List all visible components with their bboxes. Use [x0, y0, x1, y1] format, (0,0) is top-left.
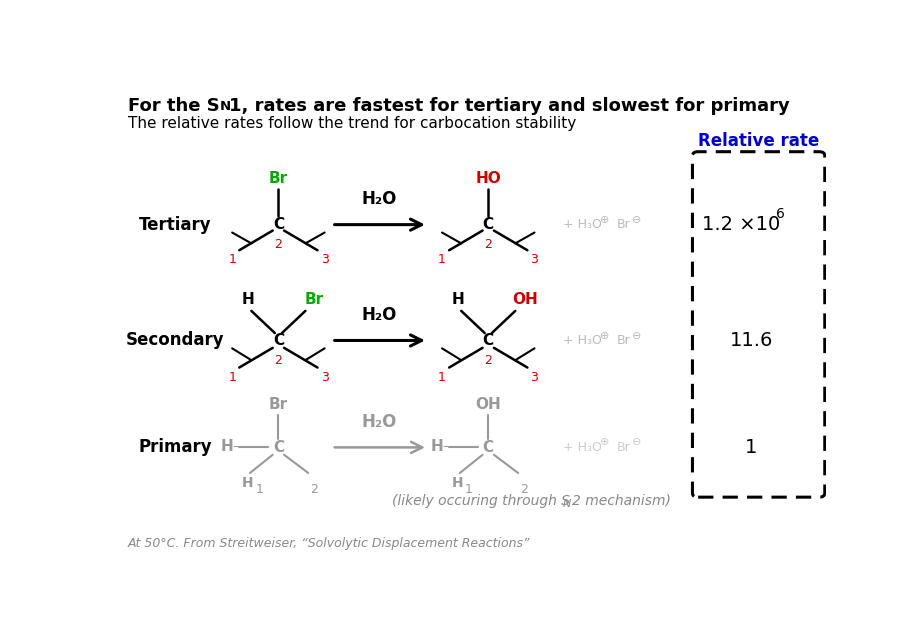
- Text: C: C: [273, 440, 284, 455]
- Text: –: –: [442, 440, 448, 453]
- Text: 1: 1: [465, 483, 473, 496]
- Text: H: H: [452, 476, 464, 490]
- Text: Br: Br: [616, 334, 630, 347]
- Text: Secondary: Secondary: [126, 332, 225, 349]
- Text: C: C: [273, 217, 284, 232]
- Text: 3: 3: [320, 253, 329, 266]
- Text: H: H: [431, 439, 443, 454]
- Text: H: H: [452, 292, 464, 307]
- Text: ⊖: ⊖: [633, 214, 642, 225]
- Text: OH: OH: [476, 397, 501, 412]
- Text: ⊕: ⊕: [599, 214, 609, 225]
- Text: N: N: [563, 499, 571, 509]
- Text: 11.6: 11.6: [730, 331, 773, 350]
- Text: Br: Br: [305, 292, 323, 307]
- Text: 1.2 ×10: 1.2 ×10: [701, 215, 780, 234]
- Text: C: C: [273, 333, 284, 348]
- Text: 2: 2: [274, 355, 283, 367]
- Text: 1: 1: [438, 253, 446, 266]
- Text: 1: 1: [229, 253, 236, 266]
- Text: 1: 1: [438, 371, 446, 384]
- Text: + H₃O: + H₃O: [563, 334, 602, 347]
- Text: 1: 1: [229, 371, 236, 384]
- Text: The relative rates follow the trend for carbocation stability: The relative rates follow the trend for …: [128, 116, 576, 131]
- Text: Primary: Primary: [139, 438, 212, 456]
- Text: 1: 1: [255, 483, 263, 496]
- Text: H: H: [241, 292, 254, 307]
- Text: N: N: [220, 100, 231, 113]
- Text: ⊕: ⊕: [599, 330, 609, 340]
- Text: 3: 3: [531, 371, 539, 384]
- Text: Tertiary: Tertiary: [139, 216, 211, 234]
- Text: –: –: [232, 440, 239, 453]
- Text: + H₃O: + H₃O: [563, 218, 602, 231]
- Text: C: C: [483, 217, 494, 232]
- Text: At 50°C. From Streitweiser, “Solvolytic Displacement Reactions”: At 50°C. From Streitweiser, “Solvolytic …: [128, 538, 530, 550]
- Text: For the S: For the S: [128, 97, 219, 115]
- Text: Br: Br: [269, 172, 288, 186]
- Text: Br: Br: [269, 397, 288, 412]
- Text: 2: 2: [274, 239, 283, 252]
- Text: 2: 2: [485, 355, 492, 367]
- Text: Br: Br: [616, 218, 630, 231]
- Text: 2: 2: [485, 239, 492, 252]
- Text: 1: 1: [745, 438, 757, 457]
- Text: H: H: [221, 439, 233, 454]
- Text: ⊖: ⊖: [633, 438, 642, 447]
- Text: 3: 3: [320, 371, 329, 384]
- Text: 6: 6: [776, 207, 784, 221]
- Text: Relative rate: Relative rate: [698, 132, 819, 150]
- Text: ⊕: ⊕: [599, 438, 609, 447]
- Text: H₂O: H₂O: [362, 190, 397, 208]
- Text: H: H: [242, 476, 253, 490]
- Text: H₂O: H₂O: [362, 306, 397, 324]
- Text: H₂O: H₂O: [362, 413, 397, 431]
- Text: 2 mechanism): 2 mechanism): [572, 493, 670, 508]
- Text: 1, rates are fastest for tertiary and slowest for primary: 1, rates are fastest for tertiary and sl…: [229, 97, 789, 115]
- Text: ⊖: ⊖: [633, 330, 642, 340]
- Text: 3: 3: [531, 253, 539, 266]
- Text: C: C: [483, 333, 494, 348]
- Text: (likely occuring through S: (likely occuring through S: [392, 493, 570, 508]
- Text: HO: HO: [476, 172, 501, 186]
- Text: 2: 2: [310, 483, 318, 496]
- Text: 2: 2: [520, 483, 528, 496]
- Text: OH: OH: [512, 292, 538, 307]
- Text: + H₃O: + H₃O: [563, 441, 602, 454]
- Text: Br: Br: [616, 441, 630, 454]
- Text: C: C: [483, 440, 494, 455]
